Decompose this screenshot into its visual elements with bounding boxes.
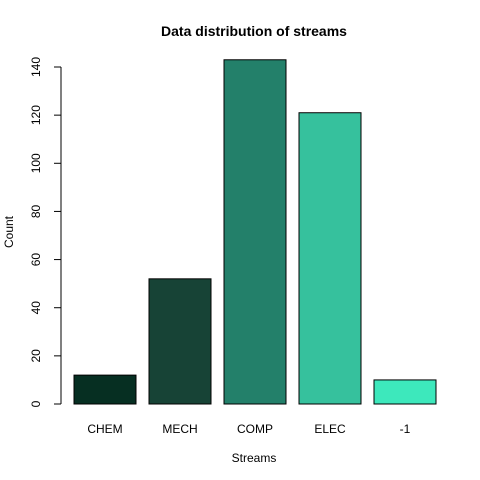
bar-comp	[223, 59, 287, 405]
y-tick-label: 40	[29, 301, 43, 315]
x-tick-labels: CHEM MECH COMP ELEC -1	[87, 422, 410, 436]
x-tick-label: -1	[400, 422, 411, 436]
y-tick-label: 120	[29, 105, 43, 125]
bar-neg1	[373, 379, 437, 405]
y-tick-label: 0	[29, 400, 43, 407]
x-tick-label: COMP	[237, 422, 273, 436]
x-tick-label: ELEC	[314, 422, 346, 436]
chart-title: Data distribution of streams	[161, 23, 347, 39]
y-tick-label: 60	[29, 253, 43, 267]
bar-chem	[73, 374, 137, 405]
y-tick-label: 20	[29, 349, 43, 363]
bar-elec	[298, 112, 362, 405]
bars-group	[73, 59, 437, 405]
y-tick-label: 100	[29, 153, 43, 173]
y-tick-label: 80	[29, 204, 43, 218]
x-tick-label: CHEM	[87, 422, 122, 436]
x-tick-label: MECH	[162, 422, 197, 436]
bar-mech	[148, 278, 212, 405]
y-tick-label: 140	[29, 57, 43, 77]
x-axis-label: Streams	[232, 451, 277, 465]
y-axis: 0 20 40 60 80 100 120 140	[29, 57, 62, 407]
y-axis-label: Count	[2, 215, 16, 248]
